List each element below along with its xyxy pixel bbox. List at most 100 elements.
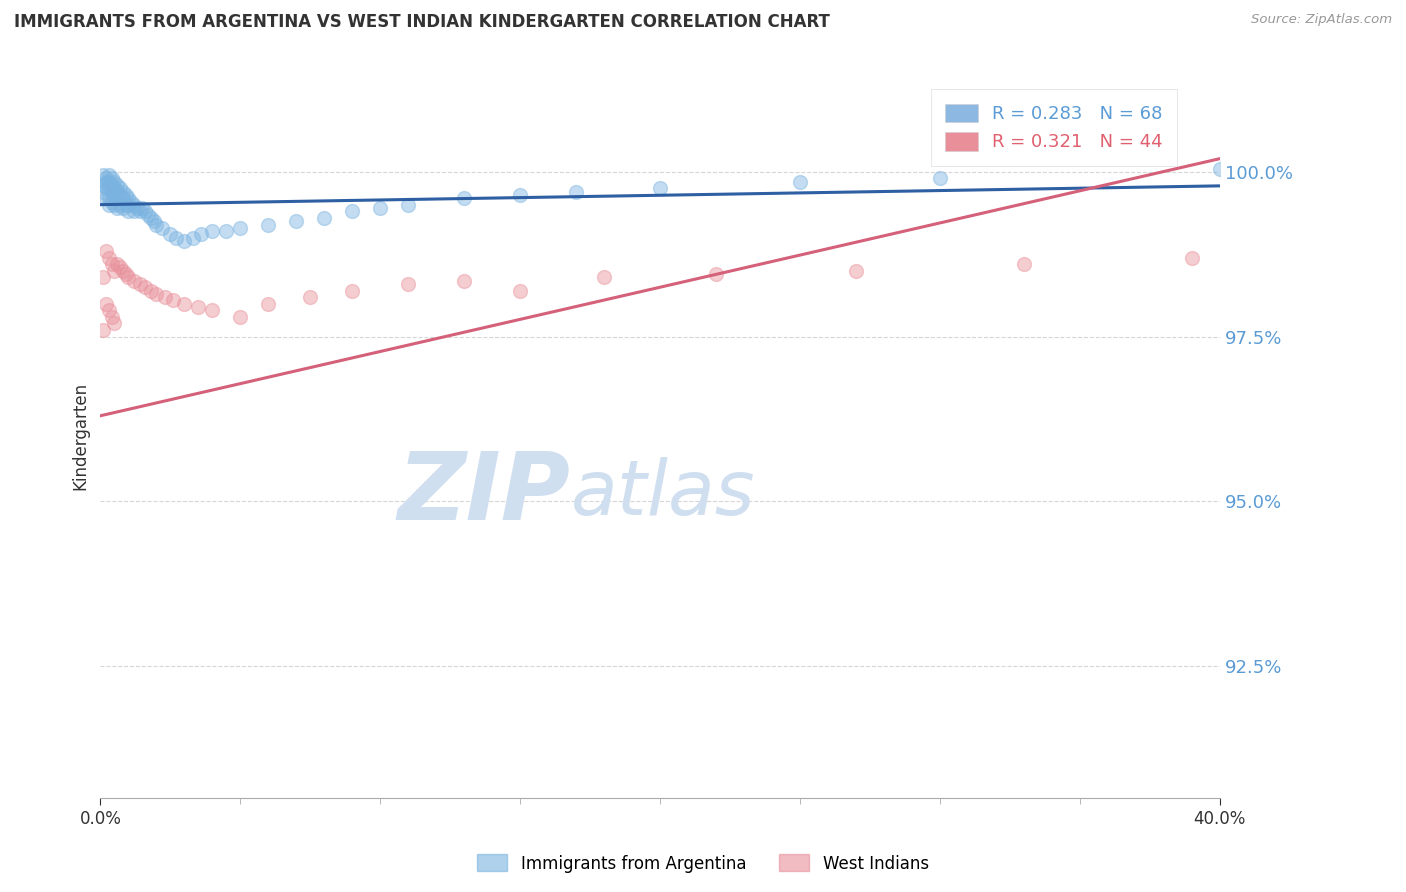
Point bbox=[173, 296, 195, 310]
Point bbox=[162, 293, 184, 308]
Point bbox=[845, 264, 868, 278]
Point bbox=[111, 264, 134, 278]
Point bbox=[201, 224, 224, 238]
Point bbox=[314, 211, 336, 225]
Point bbox=[114, 188, 136, 202]
Point bbox=[125, 201, 148, 215]
Point bbox=[105, 257, 128, 271]
Point bbox=[187, 300, 209, 314]
Point bbox=[105, 201, 128, 215]
Point bbox=[94, 296, 117, 310]
Y-axis label: Kindergarten: Kindergarten bbox=[72, 382, 89, 490]
Point bbox=[111, 201, 134, 215]
Point bbox=[229, 310, 252, 324]
Point bbox=[117, 204, 139, 219]
Point bbox=[108, 260, 131, 275]
Point bbox=[134, 204, 156, 219]
Point bbox=[509, 188, 531, 202]
Point bbox=[215, 224, 238, 238]
Point bbox=[1209, 161, 1232, 176]
Point bbox=[145, 218, 167, 232]
Point bbox=[103, 198, 125, 212]
Point bbox=[131, 201, 153, 215]
Point bbox=[97, 181, 120, 195]
Point bbox=[94, 175, 117, 189]
Point bbox=[97, 303, 120, 318]
Point bbox=[91, 323, 114, 337]
Text: Source: ZipAtlas.com: Source: ZipAtlas.com bbox=[1251, 13, 1392, 27]
Point bbox=[181, 231, 204, 245]
Point bbox=[100, 185, 122, 199]
Point bbox=[257, 296, 280, 310]
Point bbox=[117, 198, 139, 212]
Legend: Immigrants from Argentina, West Indians: Immigrants from Argentina, West Indians bbox=[471, 847, 935, 880]
Point bbox=[103, 264, 125, 278]
Point bbox=[120, 194, 142, 209]
Text: ZIP: ZIP bbox=[398, 448, 571, 540]
Point bbox=[396, 277, 419, 291]
Point bbox=[368, 201, 391, 215]
Point bbox=[190, 227, 212, 242]
Point bbox=[509, 284, 531, 298]
Point bbox=[285, 214, 308, 228]
Point bbox=[114, 267, 136, 281]
Point bbox=[111, 191, 134, 205]
Point bbox=[100, 257, 122, 271]
Point bbox=[100, 194, 122, 209]
Point bbox=[94, 171, 117, 186]
Point bbox=[173, 234, 195, 248]
Point bbox=[150, 220, 173, 235]
Point bbox=[928, 171, 950, 186]
Point bbox=[97, 175, 120, 189]
Point bbox=[153, 290, 176, 304]
Point bbox=[97, 191, 120, 205]
Point bbox=[103, 188, 125, 202]
Point bbox=[97, 198, 120, 212]
Point bbox=[257, 218, 280, 232]
Point bbox=[105, 185, 128, 199]
Point bbox=[299, 290, 322, 304]
Point bbox=[565, 185, 588, 199]
Point bbox=[142, 214, 165, 228]
Point bbox=[342, 204, 364, 219]
Point bbox=[453, 274, 475, 288]
Point bbox=[122, 204, 145, 219]
Text: atlas: atlas bbox=[571, 457, 755, 531]
Point bbox=[108, 198, 131, 212]
Point bbox=[453, 191, 475, 205]
Point bbox=[593, 270, 616, 285]
Point bbox=[108, 188, 131, 202]
Point bbox=[111, 185, 134, 199]
Point bbox=[100, 171, 122, 186]
Point bbox=[122, 274, 145, 288]
Point bbox=[91, 270, 114, 285]
Point bbox=[122, 198, 145, 212]
Point bbox=[229, 220, 252, 235]
Point bbox=[648, 181, 671, 195]
Point bbox=[91, 185, 114, 199]
Point bbox=[100, 310, 122, 324]
Point bbox=[396, 198, 419, 212]
Point bbox=[103, 181, 125, 195]
Point bbox=[134, 280, 156, 294]
Point bbox=[91, 178, 114, 192]
Point bbox=[117, 191, 139, 205]
Point bbox=[789, 175, 811, 189]
Point bbox=[139, 211, 162, 225]
Point bbox=[342, 284, 364, 298]
Point bbox=[97, 168, 120, 182]
Point bbox=[159, 227, 181, 242]
Point bbox=[103, 175, 125, 189]
Point bbox=[103, 317, 125, 331]
Point bbox=[114, 198, 136, 212]
Point bbox=[94, 191, 117, 205]
Point bbox=[128, 277, 150, 291]
Point bbox=[1181, 251, 1204, 265]
Point bbox=[201, 303, 224, 318]
Legend: R = 0.283   N = 68, R = 0.321   N = 44: R = 0.283 N = 68, R = 0.321 N = 44 bbox=[931, 89, 1177, 166]
Point bbox=[100, 178, 122, 192]
Point bbox=[94, 244, 117, 258]
Point bbox=[165, 231, 187, 245]
Point bbox=[117, 270, 139, 285]
Point bbox=[108, 181, 131, 195]
